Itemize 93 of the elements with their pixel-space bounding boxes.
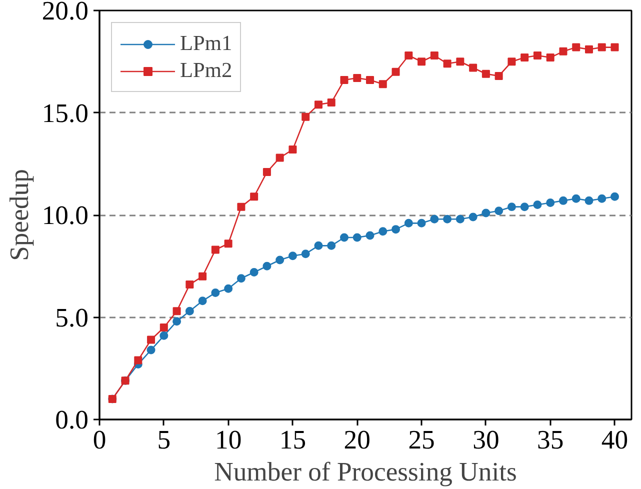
point xyxy=(584,196,594,205)
point xyxy=(507,202,516,212)
point xyxy=(494,206,504,216)
legend-label: LPm1 xyxy=(180,31,232,56)
x-axis-title: Number of Processing Units xyxy=(214,456,517,486)
point xyxy=(224,284,233,293)
point xyxy=(134,356,142,364)
point xyxy=(584,45,593,54)
point xyxy=(417,218,426,228)
x-tick-label: 20 xyxy=(344,424,370,454)
point xyxy=(160,331,168,340)
point xyxy=(172,307,181,316)
point xyxy=(610,192,620,201)
point xyxy=(533,51,542,60)
x-tick-label: 40 xyxy=(601,424,628,454)
point xyxy=(288,252,297,260)
point xyxy=(236,274,246,283)
point xyxy=(211,288,220,297)
point xyxy=(185,306,194,316)
point xyxy=(276,256,284,264)
y-tick-label: 20.0 xyxy=(42,0,89,26)
y-tick-label: 10.0 xyxy=(42,200,89,230)
point xyxy=(302,112,310,121)
point xyxy=(469,64,478,72)
y-tick-label: 15.0 xyxy=(42,98,89,128)
point xyxy=(482,70,490,78)
point xyxy=(198,296,207,306)
point xyxy=(572,194,580,203)
point xyxy=(508,58,516,66)
point xyxy=(546,198,555,207)
point xyxy=(186,280,194,289)
point xyxy=(404,51,413,60)
point xyxy=(482,208,490,218)
point xyxy=(392,225,400,234)
point xyxy=(520,54,529,62)
point xyxy=(378,80,387,88)
point xyxy=(250,192,258,201)
point xyxy=(314,241,323,250)
y-tick-label: 5.0 xyxy=(55,302,89,332)
x-tick-label: 35 xyxy=(537,424,564,454)
point xyxy=(327,98,336,107)
point xyxy=(559,47,568,56)
point xyxy=(301,250,310,258)
point xyxy=(404,218,413,228)
point xyxy=(262,262,272,270)
point xyxy=(353,74,362,82)
point xyxy=(198,272,207,280)
point xyxy=(147,336,156,344)
point xyxy=(262,168,271,176)
y-tick-label: 0.0 xyxy=(55,404,89,434)
x-tick-label: 5 xyxy=(157,424,171,454)
point xyxy=(340,233,348,242)
point xyxy=(598,194,606,203)
point xyxy=(443,214,452,224)
point xyxy=(418,58,426,66)
point xyxy=(352,233,362,242)
point xyxy=(546,54,554,62)
point xyxy=(378,227,388,236)
point xyxy=(430,214,439,224)
point xyxy=(211,246,220,254)
x-tick-label: 10 xyxy=(214,424,242,454)
x-tick-label: 15 xyxy=(279,424,306,454)
x-tick-label: 25 xyxy=(408,424,435,454)
point xyxy=(456,58,464,66)
point xyxy=(327,241,336,250)
point xyxy=(288,146,297,154)
point xyxy=(468,212,478,222)
point xyxy=(340,76,348,84)
point xyxy=(494,72,503,80)
point xyxy=(314,100,322,109)
point xyxy=(533,200,542,210)
point xyxy=(520,202,529,212)
point xyxy=(172,317,182,326)
point xyxy=(366,76,374,84)
x-tick-label: 0 xyxy=(92,424,106,454)
point xyxy=(430,51,438,60)
point xyxy=(276,154,284,162)
y-axis-title: Speedup xyxy=(4,169,34,261)
point xyxy=(610,43,619,52)
point xyxy=(456,214,464,224)
point xyxy=(443,60,452,68)
point xyxy=(366,231,374,240)
point xyxy=(558,196,568,205)
point xyxy=(160,323,168,332)
legend-label: LPm2 xyxy=(180,58,232,83)
point xyxy=(392,68,400,76)
point xyxy=(572,43,580,52)
point xyxy=(237,202,246,211)
point xyxy=(146,346,156,354)
point xyxy=(598,43,606,52)
point xyxy=(250,268,258,277)
x-tick-label: 30 xyxy=(472,424,500,454)
point xyxy=(224,240,232,248)
